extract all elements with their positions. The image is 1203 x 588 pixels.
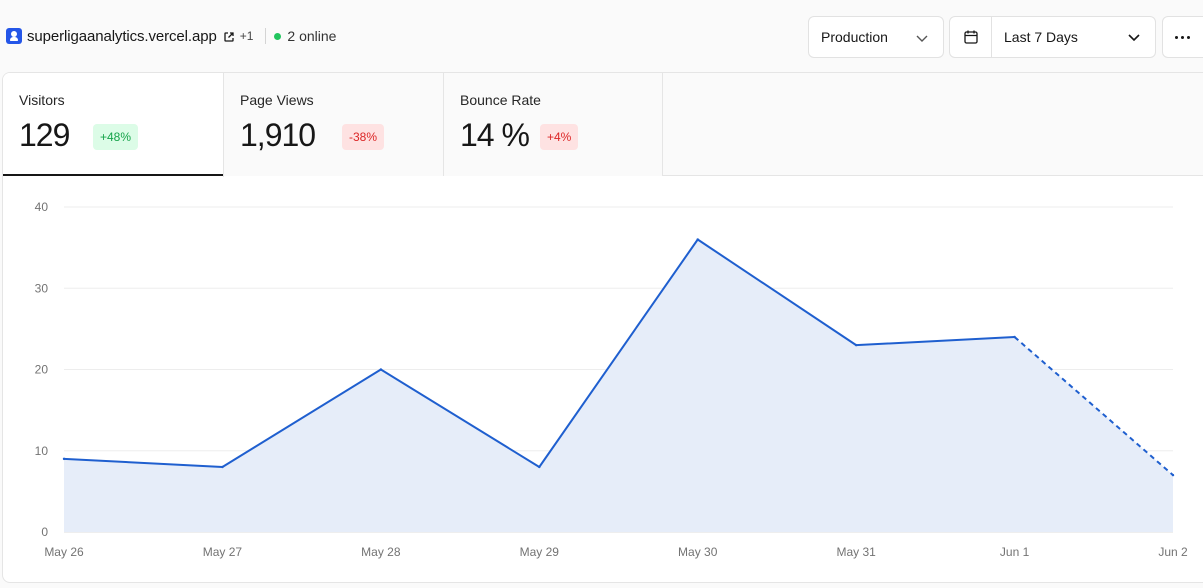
more-icon [1175,35,1190,39]
change-badge: +4% [540,124,579,150]
y-tick-label: 10 [35,444,49,458]
chevron-down-icon [915,31,929,50]
y-tick-label: 20 [35,363,49,377]
x-tick-label: Jun 2 [1158,545,1188,559]
data-point [62,457,66,461]
change-badge: -38% [342,124,385,150]
data-point [379,368,383,371]
environment-select-value: Production [821,29,888,45]
tab-label: Visitors [19,92,65,108]
chevron-down-icon [1127,30,1141,49]
site-name[interactable]: superligaanalytics.vercel.app [27,27,217,45]
tab-label: Bounce Rate [460,92,541,108]
more-options-button[interactable] [1162,16,1203,58]
site-favicon-icon [6,28,22,44]
divider [265,28,267,44]
top-bar: superligaanalytics.vercel.app +1 2 onlin… [0,0,1203,72]
tab-bounce-rate[interactable]: Bounce Rate 14 % +4% [444,73,663,176]
y-tick-label: 30 [35,281,49,295]
visitors-chart: 0 10 20 30 40 May 26 May 27 May 28 May 29 May 30 M… [3,177,1203,582]
series-area [64,239,1173,532]
data-point [1171,473,1175,477]
tab-page-views[interactable]: Page Views 1,910 -38% [224,73,444,176]
analytics-panel: Visitors 129 +48% Page Views 1,910 -38% … [2,72,1203,583]
data-point [1013,335,1016,339]
y-tick-label: 40 [35,200,49,214]
data-point [538,465,541,469]
metric-tabs: Visitors 129 +48% Page Views 1,910 -38% … [3,73,1203,177]
x-tick-label: May 26 [44,545,84,559]
x-tick-label: May 28 [361,545,401,559]
online-status-dot-icon [274,32,282,40]
extra-sites-count[interactable]: +1 [239,29,254,43]
data-point [696,238,699,241]
online-count: 2 online [287,28,337,44]
x-tick-label: May 29 [520,545,560,559]
x-tick-label: May 31 [836,545,876,559]
data-point [854,343,858,347]
tab-label: Page Views [240,92,314,108]
metric-value: 129 [19,117,70,153]
calendar-icon[interactable] [950,17,992,57]
x-tick-label: May 30 [678,545,718,559]
series-line-projected [1013,336,1174,476]
y-tick-label: 0 [41,525,48,539]
tab-visitors[interactable]: Visitors 129 +48% [3,73,224,177]
x-tick-label: May 27 [203,545,243,559]
data-point [221,465,224,469]
date-range-value: Last 7 Days [1004,29,1078,45]
environment-select[interactable]: Production [808,16,944,58]
date-range-select[interactable]: Last 7 Days [949,16,1156,58]
metric-value: 14 % [460,117,530,153]
x-tick-label: Jun 1 [1000,545,1030,559]
change-badge: +48% [93,124,139,150]
site-selector[interactable]: superligaanalytics.vercel.app +1 2 onlin… [6,26,336,46]
metric-value: 1,910 [240,117,316,153]
chart-svg: 0 10 20 30 40 May 26 May 27 May 28 May 29 May 30 M… [35,200,1188,559]
external-link-icon[interactable] [223,30,235,42]
